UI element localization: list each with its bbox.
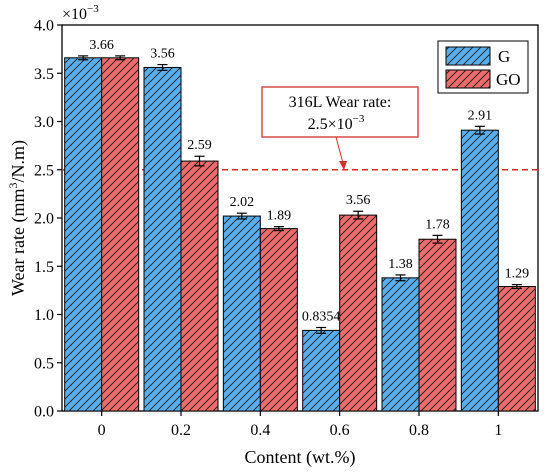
x-tick-label: 1	[494, 422, 502, 439]
bar-hatch-go	[260, 228, 298, 411]
y-tick-label: 1.0	[34, 307, 54, 324]
data-label-g: 0.8354	[302, 309, 341, 324]
y-axis-label-tail: /N.m)	[8, 140, 29, 183]
y-axis-label-sup: 3	[6, 183, 20, 189]
y-tick-label: 0.5	[34, 355, 54, 372]
annotation-line2-base: 2.5×10	[308, 116, 353, 133]
data-label-go: 3.56	[346, 193, 371, 208]
x-tick-label: 0.6	[330, 422, 350, 439]
legend: G GO	[437, 40, 529, 94]
data-label-g: 2.02	[230, 195, 255, 210]
x-axis-label: Content (wt.%)	[245, 447, 356, 468]
y-tick-label: 3.5	[34, 66, 54, 83]
scale-base: ×10	[62, 6, 87, 23]
annotation-316l: 316L Wear rate: 2.5×10−3	[261, 86, 419, 170]
y-tick-label: 2.0	[34, 211, 54, 228]
bars-layer	[64, 55, 536, 412]
x-tick-label: 0.2	[171, 422, 191, 439]
y-tick-label: 1.5	[34, 259, 54, 276]
legend-swatch-g-hatch	[446, 47, 490, 65]
legend-label-g: G	[498, 47, 510, 66]
bar-hatch-g	[302, 330, 340, 411]
data-label-g: 3.66	[89, 38, 114, 53]
legend-label-go: GO	[496, 70, 521, 89]
data-label-go: 1.29	[505, 267, 530, 282]
bar-hatch-g	[223, 216, 261, 411]
bar-hatch-g	[64, 57, 102, 412]
data-label-go: 1.78	[425, 217, 450, 232]
annotation-arrow-head	[339, 161, 347, 170]
annotation-box	[261, 86, 419, 138]
bar-hatch-go	[419, 239, 456, 411]
y-tick-label: 4.0	[34, 18, 54, 35]
data-label-go: 1.89	[267, 209, 292, 224]
data-label-g: 1.38	[388, 257, 413, 272]
annotation-line2: 2.5×10−3	[308, 113, 365, 133]
x-tick-label: 0.8	[409, 422, 429, 439]
x-tick-label: 0	[98, 422, 106, 439]
bar-hatch-g	[461, 130, 499, 411]
data-label-g: 3.56	[150, 47, 175, 62]
bar-hatch-g	[382, 277, 419, 411]
y-axis-label: Wear rate (mm3/N.m)	[6, 140, 29, 296]
data-label-g: 2.91	[468, 108, 493, 123]
bar-hatch-go	[339, 215, 377, 411]
annotation-line2-exp: −3	[353, 113, 365, 125]
bar-hatch-go	[498, 286, 536, 411]
scale-multiplier: ×10−3	[62, 3, 99, 23]
legend-swatch-go-hatch	[446, 70, 490, 88]
y-axis-label-main: Wear rate (mm	[8, 189, 29, 297]
data-label-go: 2.59	[187, 138, 212, 153]
y-tick-label: 3.0	[34, 114, 54, 131]
axes-layer: 0.0 0.5 1.0 1.5 2.0 2.5 3.0 3.5 4.0 0 0.2 0.4 0.6 0.8…	[34, 18, 502, 440]
y-tick-label: 2.5	[34, 162, 54, 179]
bar-hatch-go	[101, 57, 139, 412]
data-labels-layer: 3.66 3.56 2.59 2.02 1.89 0.8354 3.56 1.38 1.78 2.…	[89, 38, 529, 325]
bar-hatch-go	[181, 161, 218, 411]
bar-hatch-g	[144, 67, 181, 412]
y-tick-label: 0.0	[34, 404, 54, 421]
x-tick-label: 0.4	[250, 422, 270, 439]
scale-exponent: −3	[87, 3, 99, 15]
annotation-line1: 316L Wear rate:	[289, 94, 392, 111]
